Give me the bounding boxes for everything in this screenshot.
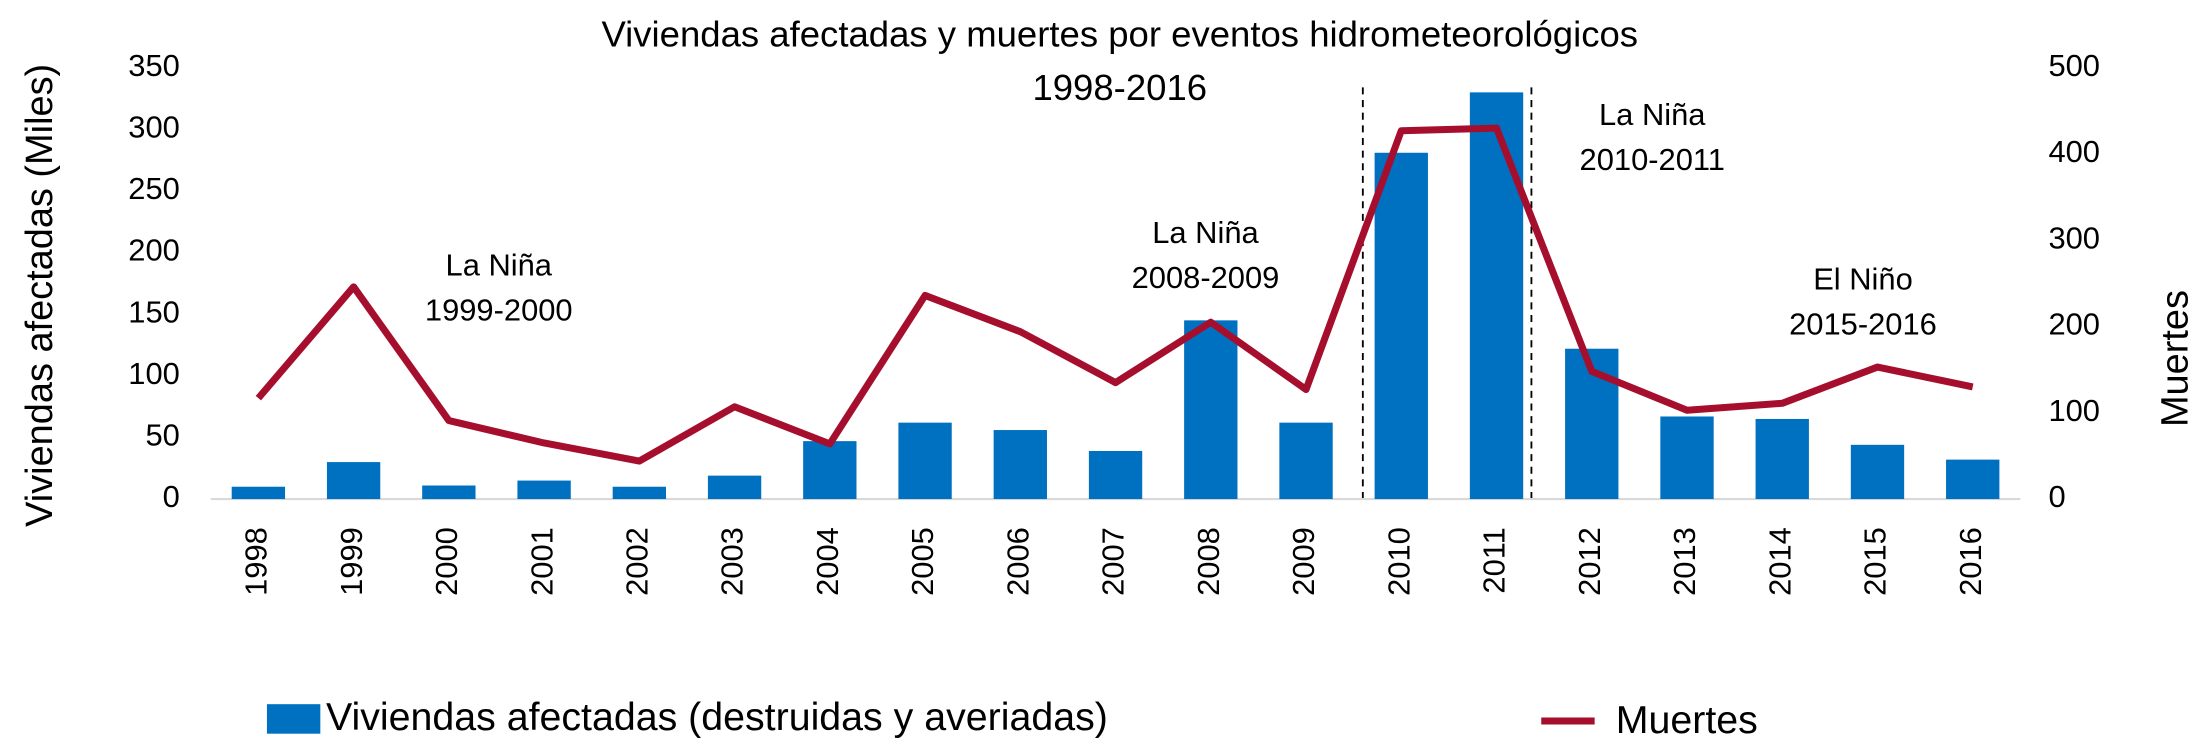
y-tick-label: 300 bbox=[128, 110, 180, 145]
legend-swatch bbox=[266, 704, 321, 734]
bar bbox=[1088, 450, 1143, 500]
line bbox=[255, 124, 1974, 465]
x-tick-label: 2007 bbox=[1096, 527, 1131, 596]
bar bbox=[993, 430, 1047, 500]
x-tick-label: 2009 bbox=[1286, 527, 1321, 596]
y2-tick-label: 300 bbox=[2048, 220, 2100, 255]
x-tick-label: 2012 bbox=[1572, 527, 1607, 596]
annotation: 2008-2009 bbox=[1132, 260, 1280, 295]
annotation: La Niña bbox=[446, 247, 553, 282]
bar bbox=[707, 475, 762, 500]
x-tick-label: 2013 bbox=[1667, 527, 1702, 596]
annotation: La Niña bbox=[1599, 97, 1706, 132]
bar bbox=[231, 486, 286, 500]
x-tick-label: 2010 bbox=[1381, 527, 1416, 596]
x-tick-label: 2003 bbox=[715, 527, 750, 596]
y2-tick-label: 100 bbox=[2048, 393, 2100, 428]
bar bbox=[1279, 422, 1333, 500]
bar bbox=[1850, 444, 1905, 500]
bar bbox=[612, 486, 667, 500]
bar bbox=[1946, 459, 2000, 500]
x-tick-label: 2016 bbox=[1953, 527, 1988, 596]
bar bbox=[326, 462, 381, 500]
y-tick-label: 200 bbox=[128, 233, 180, 268]
y2-tick-label: 400 bbox=[2048, 134, 2100, 169]
bar bbox=[1660, 416, 1714, 500]
legend-label: Viviendas afectadas (destruidas y averia… bbox=[326, 695, 1108, 739]
bar bbox=[1184, 320, 1238, 500]
bar bbox=[898, 422, 952, 500]
x-tick-label: 2015 bbox=[1858, 527, 1893, 596]
bar bbox=[803, 441, 857, 500]
y-tick-label: 100 bbox=[128, 356, 180, 391]
y-tick-label: 350 bbox=[128, 48, 180, 83]
bar bbox=[517, 480, 571, 500]
x-tick-label: 1999 bbox=[334, 527, 369, 596]
annotation: La Niña bbox=[1152, 215, 1259, 250]
y2-axis-label: Muertes bbox=[2155, 290, 2197, 427]
x-tick-label: 2002 bbox=[619, 527, 654, 596]
x-tick-label: 2014 bbox=[1762, 527, 1797, 596]
y-tick-label: 50 bbox=[145, 418, 179, 453]
bar bbox=[1374, 152, 1428, 500]
y2-tick-label: 500 bbox=[2048, 48, 2100, 83]
annotation: 2015-2016 bbox=[1789, 306, 1937, 341]
annotation: 1999-2000 bbox=[425, 292, 573, 327]
legend-label: Muertes bbox=[1616, 698, 1758, 741]
bar bbox=[1755, 418, 1809, 500]
x-tick-label: 2006 bbox=[1000, 527, 1035, 596]
y2-tick-label: 0 bbox=[2048, 479, 2065, 514]
bar bbox=[422, 485, 476, 500]
x-tick-label: 2008 bbox=[1191, 527, 1226, 596]
x-tick-label: 2005 bbox=[905, 527, 940, 596]
y-tick-label: 250 bbox=[128, 171, 180, 206]
y-axis-label: Viviendas afectadas (Miles) bbox=[19, 64, 61, 527]
x-tick-label: 2000 bbox=[429, 527, 464, 596]
chart-subtitle: 1998-2016 bbox=[1032, 67, 1207, 108]
y2-tick-label: 200 bbox=[2048, 307, 2100, 342]
y-tick-label: 150 bbox=[128, 294, 180, 329]
bar bbox=[1469, 92, 1524, 500]
annotation: 2010-2011 bbox=[1580, 142, 1725, 177]
chart-title: Viviendas afectadas y muertes por evento… bbox=[601, 13, 1638, 54]
x-tick-label: 2004 bbox=[810, 527, 845, 596]
x-tick-label: 2001 bbox=[524, 527, 559, 596]
x-tick-label: 1998 bbox=[239, 527, 274, 596]
y-tick-label: 0 bbox=[163, 479, 180, 514]
annotation: El Niño bbox=[1813, 261, 1913, 296]
x-tick-label: 2011 bbox=[1477, 527, 1512, 593]
